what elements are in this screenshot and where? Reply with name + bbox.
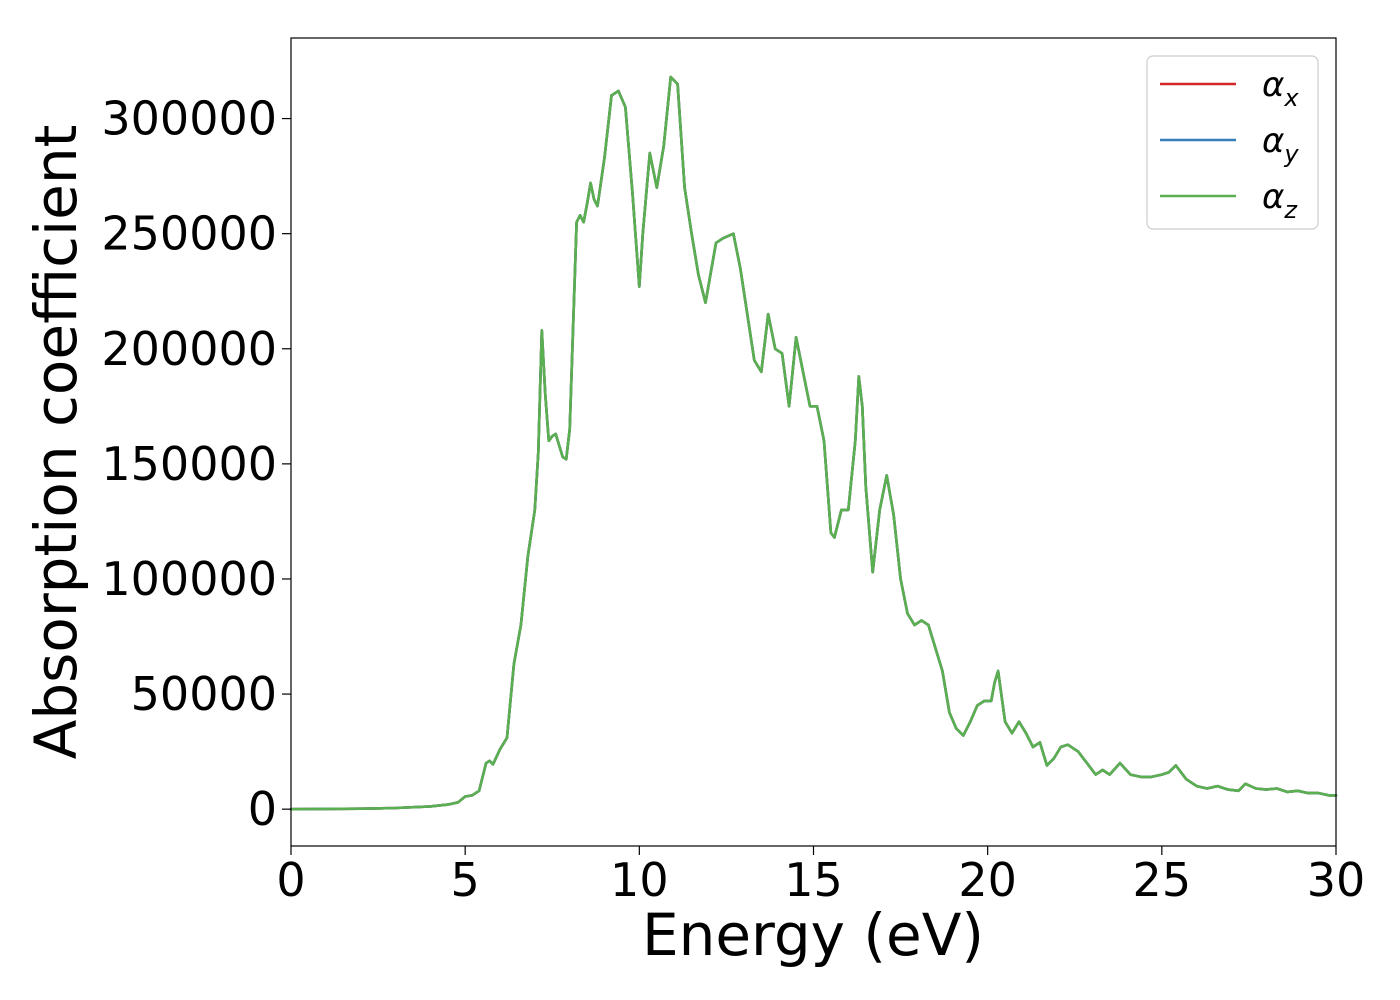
legend-label: αy (1262, 121, 1299, 168)
legend-subscript: z (1283, 196, 1298, 224)
x-tick-label: 20 (958, 853, 1017, 907)
y-tick-label: 150000 (101, 437, 277, 491)
x-tick-label: 25 (1133, 853, 1192, 907)
y-tick-label: 0 (248, 782, 277, 836)
y-tick-label: 250000 (101, 207, 277, 261)
y-tick-label: 300000 (101, 92, 277, 146)
x-tick-label: 10 (610, 853, 669, 907)
legend-subscript: x (1283, 84, 1299, 112)
legend-symbol: α (1262, 177, 1284, 217)
series-layer (289, 75, 1338, 811)
legend-label: αz (1262, 177, 1298, 224)
legend-box (1146, 55, 1319, 230)
x-tick-label: 5 (451, 853, 480, 907)
y-tick-label: 50000 (131, 667, 277, 721)
x-axis-ticks: 0 5 10 15 20 25 30 (276, 846, 1365, 907)
y-axis-label: Absorption coefficient (22, 125, 90, 760)
legend-subscript: y (1283, 140, 1299, 168)
x-tick-label: 30 (1307, 853, 1366, 907)
series-line-alpha-z (289, 75, 1338, 811)
x-tick-label: 15 (784, 853, 843, 907)
x-tick-label: 0 (276, 853, 305, 907)
y-tick-label: 200000 (101, 322, 277, 376)
x-axis-label: Energy (eV) (642, 901, 984, 969)
y-tick-label: 100000 (101, 552, 277, 606)
legend-symbol: α (1262, 121, 1284, 161)
y-axis-ticks: 0 50000 100000 150000 200000 250000 300000 (101, 92, 291, 836)
legend-symbol: α (1262, 65, 1284, 105)
legend-label: αx (1262, 65, 1299, 112)
